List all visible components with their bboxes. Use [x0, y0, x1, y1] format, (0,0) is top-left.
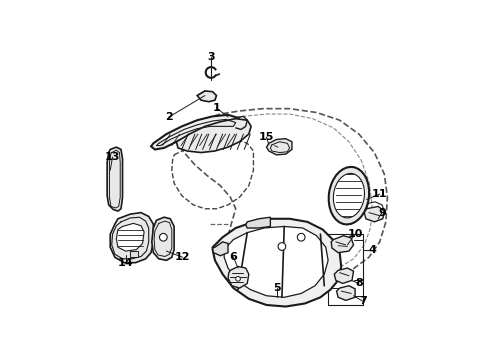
Polygon shape	[213, 242, 228, 256]
Polygon shape	[110, 213, 153, 263]
Polygon shape	[213, 219, 341, 306]
Text: 1: 1	[213, 103, 220, 113]
Ellipse shape	[329, 167, 369, 224]
Text: 2: 2	[165, 112, 172, 122]
Polygon shape	[117, 223, 144, 251]
Text: 8: 8	[355, 278, 363, 288]
Ellipse shape	[333, 174, 365, 218]
Polygon shape	[151, 115, 241, 149]
Text: 6: 6	[229, 252, 237, 262]
Polygon shape	[152, 217, 174, 260]
Text: 14: 14	[118, 258, 133, 267]
Circle shape	[160, 233, 167, 241]
Polygon shape	[197, 91, 217, 102]
Polygon shape	[245, 217, 270, 228]
Polygon shape	[365, 206, 384, 222]
Circle shape	[278, 243, 286, 250]
Text: 15: 15	[259, 132, 274, 142]
Text: 10: 10	[347, 229, 363, 239]
Text: 3: 3	[207, 52, 215, 62]
Polygon shape	[334, 268, 354, 283]
Polygon shape	[224, 226, 328, 297]
Circle shape	[297, 233, 305, 241]
Circle shape	[236, 276, 240, 281]
Polygon shape	[331, 236, 354, 253]
Polygon shape	[228, 266, 249, 288]
Text: 9: 9	[378, 208, 386, 217]
Polygon shape	[267, 139, 292, 155]
Text: 12: 12	[175, 252, 190, 262]
Polygon shape	[107, 147, 122, 211]
Text: 13: 13	[105, 152, 120, 162]
Text: 5: 5	[273, 283, 280, 293]
Text: 4: 4	[368, 244, 376, 255]
Polygon shape	[337, 286, 355, 300]
Text: 11: 11	[372, 189, 388, 199]
Polygon shape	[176, 119, 251, 153]
Polygon shape	[130, 251, 138, 257]
Text: 7: 7	[359, 296, 367, 306]
